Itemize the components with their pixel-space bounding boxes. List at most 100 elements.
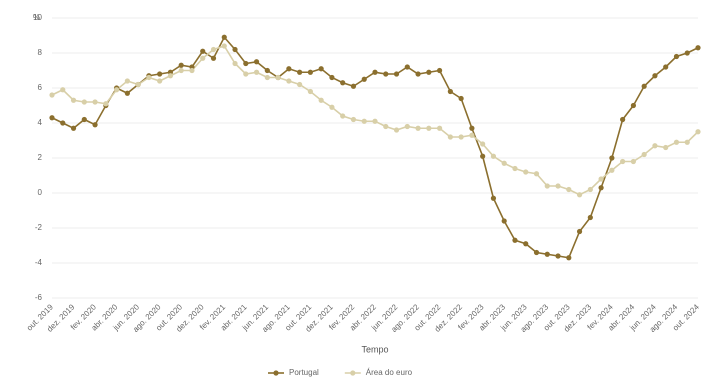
point [544, 183, 550, 189]
point [437, 67, 443, 74]
y-tick-label: 8 [38, 48, 43, 57]
point [673, 139, 680, 145]
point [533, 171, 540, 177]
point [523, 241, 529, 247]
point [415, 125, 421, 131]
point [70, 97, 77, 103]
point [307, 69, 313, 75]
point [501, 218, 507, 224]
point [576, 228, 583, 235]
point [684, 139, 690, 145]
point [566, 186, 572, 193]
point [253, 59, 260, 65]
point [200, 48, 206, 54]
point [286, 78, 292, 84]
point [340, 113, 346, 119]
point [243, 71, 249, 77]
point [620, 116, 626, 123]
point [124, 78, 130, 84]
point [221, 34, 227, 40]
point [124, 90, 130, 96]
legend-label: Área do euro [366, 368, 413, 377]
point [609, 167, 615, 173]
point [210, 55, 217, 61]
point [350, 116, 357, 123]
point [426, 69, 432, 75]
point [210, 46, 217, 53]
point [630, 158, 637, 165]
point [146, 74, 152, 81]
legend-marker [273, 370, 279, 376]
point [157, 71, 163, 77]
point [243, 60, 249, 67]
y-tick-label: 2 [38, 153, 43, 162]
point [652, 73, 658, 79]
point [92, 122, 98, 128]
point [598, 185, 604, 191]
point [49, 115, 55, 121]
point [566, 255, 572, 261]
point [167, 73, 174, 79]
legend-label: Portugal [289, 368, 319, 377]
point [307, 88, 313, 95]
y-tick-label: -6 [35, 293, 43, 302]
point [641, 151, 647, 158]
point [393, 71, 400, 77]
point [695, 45, 701, 51]
point [480, 141, 486, 147]
point [264, 74, 270, 81]
x-axis-title: Tempo [361, 344, 388, 354]
point [232, 60, 238, 67]
point [512, 165, 518, 172]
point [576, 192, 583, 198]
point [480, 153, 486, 159]
point [318, 97, 324, 103]
point [383, 123, 389, 130]
point [329, 74, 335, 81]
point [264, 67, 270, 74]
point [501, 160, 507, 166]
y-tick-label: 4 [38, 118, 43, 127]
point [512, 237, 518, 243]
point [60, 87, 66, 93]
point [221, 43, 227, 49]
point [178, 67, 184, 74]
y-tick-label: -2 [35, 223, 43, 232]
point [533, 249, 540, 256]
point [663, 64, 669, 70]
point [544, 251, 550, 257]
point [114, 87, 120, 93]
point [189, 67, 195, 74]
point [437, 125, 443, 131]
point [458, 134, 464, 140]
point [329, 104, 335, 110]
point [372, 69, 378, 75]
point [458, 95, 464, 102]
point [200, 55, 206, 61]
point [318, 66, 324, 72]
point [469, 132, 475, 138]
point [81, 99, 87, 105]
point [404, 64, 410, 70]
point [361, 118, 367, 124]
point [673, 53, 680, 60]
point [103, 101, 109, 107]
point [415, 71, 421, 77]
y-tick-label: -4 [35, 258, 43, 267]
point [684, 50, 690, 56]
point [297, 69, 303, 75]
point [523, 169, 529, 175]
point [587, 214, 593, 221]
y-tick-label: 10 [33, 13, 42, 22]
point [372, 118, 378, 124]
legend-marker [350, 370, 356, 376]
point [490, 153, 497, 159]
point [297, 81, 303, 88]
point [232, 46, 238, 53]
point [630, 102, 637, 109]
point [490, 195, 497, 201]
point [695, 129, 701, 135]
point [361, 76, 367, 82]
